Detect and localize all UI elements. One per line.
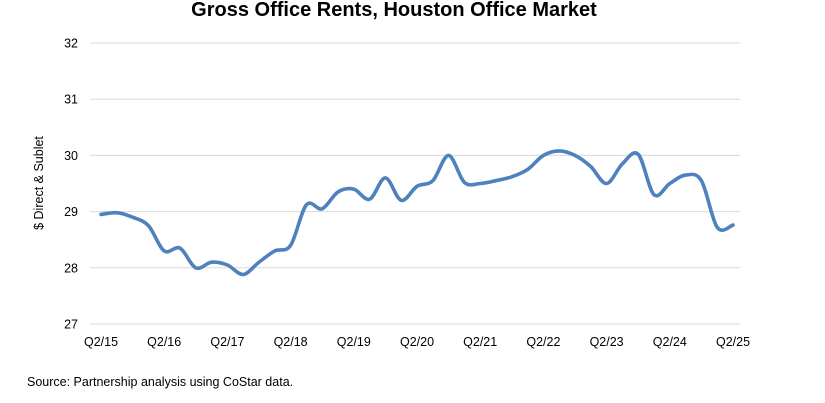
x-tick-label: Q2/17 [210,335,244,349]
series-layer [99,149,735,277]
y-tick-label: 29 [64,205,78,219]
x-tick-label: Q2/19 [337,335,371,349]
x-tick-label: Q2/15 [84,335,118,349]
x-tick-label: Q2/22 [526,335,560,349]
y-tick-label: 27 [64,318,78,332]
x-tick-label: Q2/16 [147,335,181,349]
chart-title: Gross Office Rents, Houston Office Marke… [191,0,597,21]
x-tick-label: Q2/24 [653,335,687,349]
y-axis-ticks: 27 28 29 30 31 32 [64,37,78,332]
series-line [99,149,735,277]
x-axis-ticks: Q2/15 Q2/16 Q2/17 Q2/18 Q2/19 Q2/20 Q2/21 Q2/22… [84,335,750,349]
y-tick-label: 32 [64,37,78,51]
y-tick-label: 28 [64,261,78,275]
y-tick-label: 30 [64,149,78,163]
y-tick-label: 31 [64,93,78,107]
x-tick-label: Q2/23 [590,335,624,349]
y-axis-label: $ Direct & Sublet [32,136,46,230]
gridlines [90,42,740,325]
x-tick-label: Q2/25 [716,335,750,349]
x-tick-label: Q2/18 [274,335,308,349]
x-tick-label: Q2/20 [400,335,434,349]
source-note: Source: Partnership analysis using CoSta… [27,375,293,389]
x-tick-label: Q2/21 [463,335,497,349]
